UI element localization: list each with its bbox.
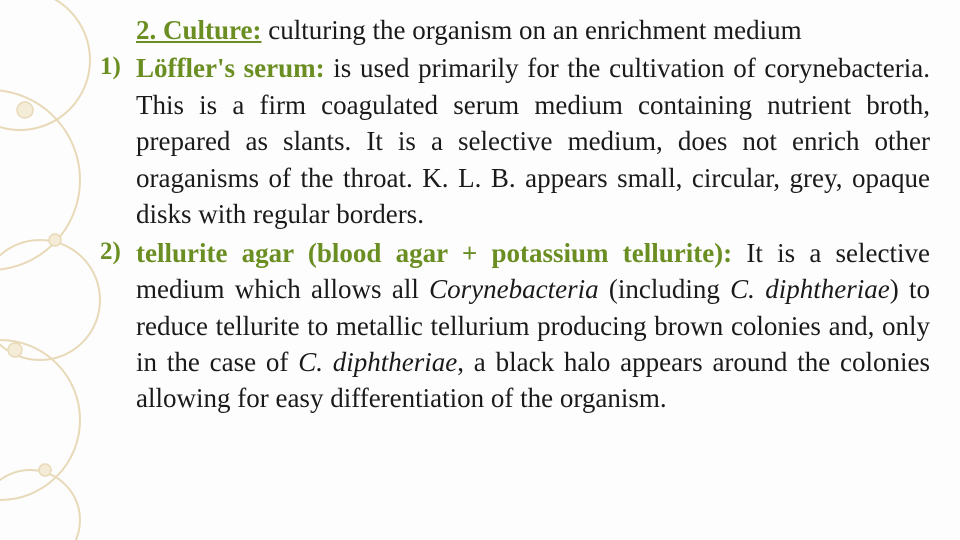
item-term: tellurite agar (blood agar + potassium t…: [136, 238, 732, 268]
heading-rest: culturing the organism on an enrichment …: [262, 15, 802, 45]
slide-content: 2. Culture: culturing the organism on an…: [0, 0, 960, 540]
list-item: tellurite agar (blood agar + potassium t…: [100, 235, 930, 417]
section-heading: 2. Culture: culturing the organism on an…: [136, 12, 930, 48]
item-term: Löffler's serum:: [136, 53, 325, 83]
culture-list: Löffler's serum: is used primarily for t…: [100, 50, 930, 416]
heading-label: 2. Culture:: [136, 15, 262, 45]
list-item: Löffler's serum: is used primarily for t…: [100, 50, 930, 232]
